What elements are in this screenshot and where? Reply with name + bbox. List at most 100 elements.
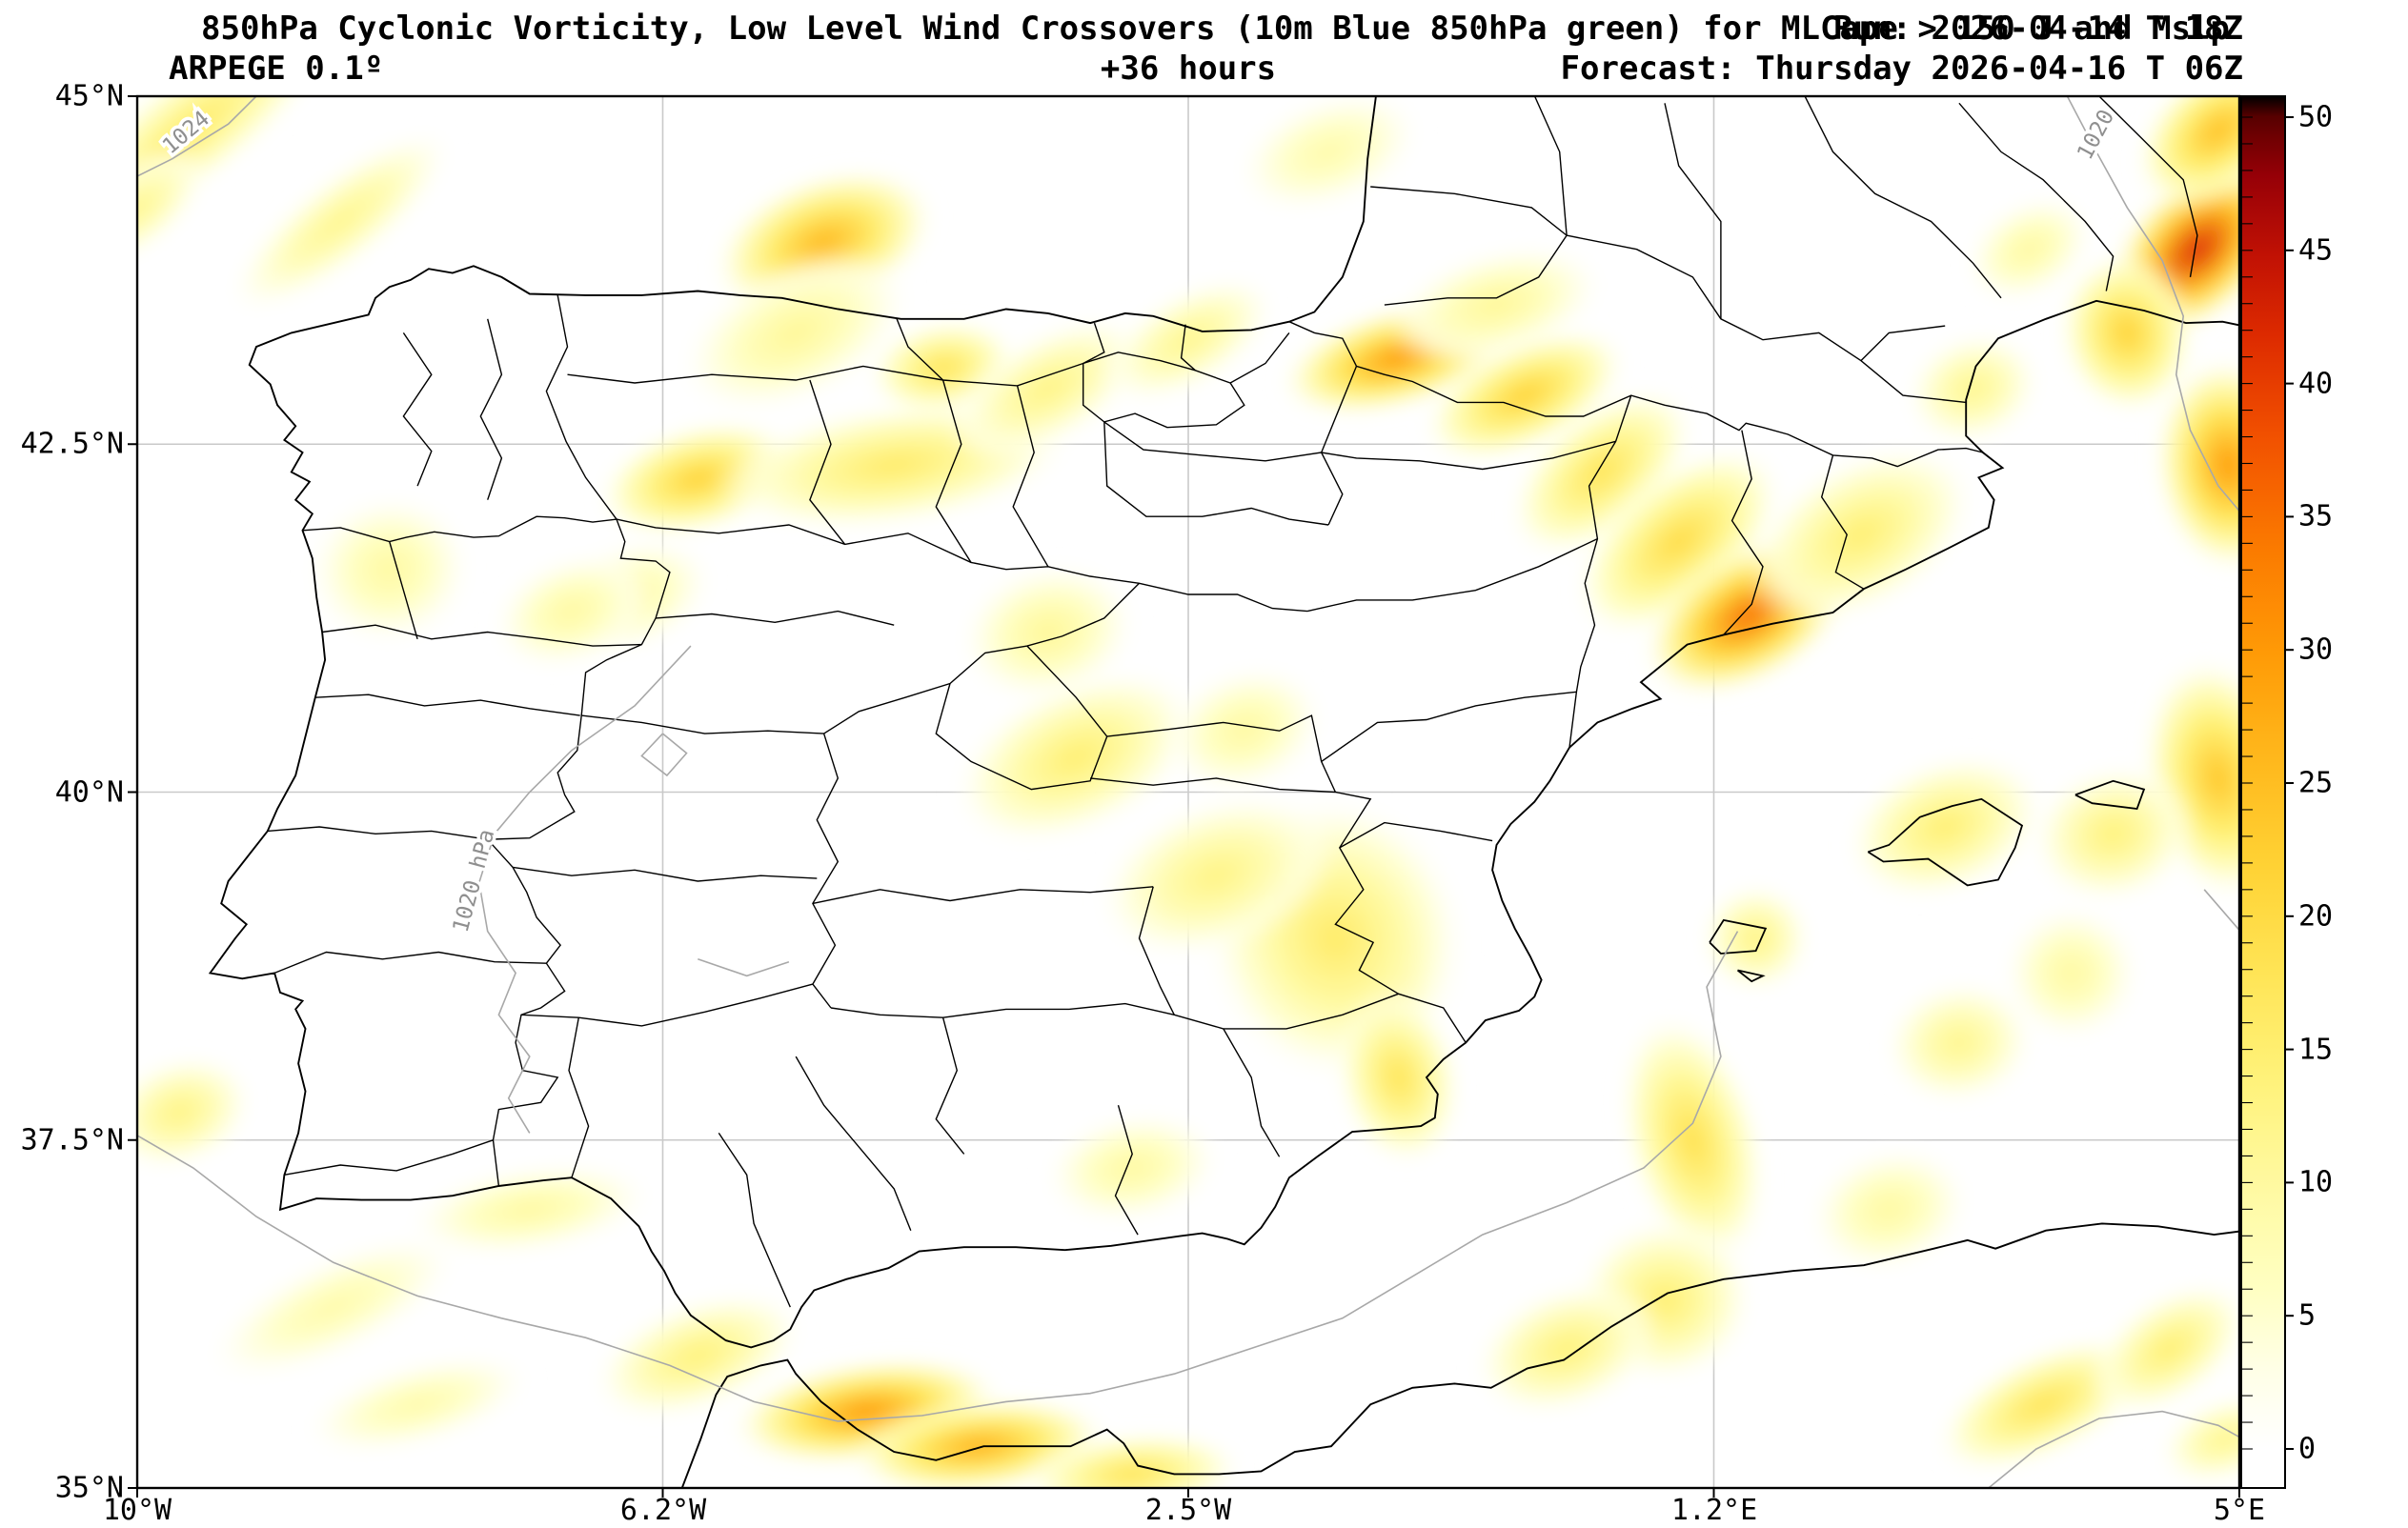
- colorbar-tick-label: 15: [2298, 1033, 2334, 1067]
- vorticity-blob: [2157, 1393, 2239, 1486]
- vorticity-blob: [404, 1161, 656, 1257]
- model-label: ARPEGE 0.1º: [169, 50, 384, 88]
- vorticity-blob: [1904, 331, 2042, 447]
- vorticity-blob: [226, 128, 455, 315]
- admin-border: [1103, 421, 1329, 526]
- vorticity-blob: [590, 1291, 805, 1421]
- vorticity-blob: [204, 1233, 462, 1381]
- admin-border: [1103, 366, 1358, 462]
- vorticity-blob: [301, 1354, 534, 1456]
- island-coastline: [2074, 779, 2146, 810]
- colorbar-tick-label: 40: [2298, 367, 2334, 401]
- admin-border: [389, 541, 418, 639]
- admin-border: [656, 610, 895, 626]
- vorticity-blob: [305, 493, 474, 647]
- colorbar-tick-label: 0: [2298, 1432, 2317, 1466]
- vorticity-blob: [137, 146, 209, 270]
- admin-border: [2098, 96, 2198, 278]
- admin-border: [1723, 430, 1764, 635]
- mslp-contour-label: 1020: [2073, 106, 2119, 164]
- vorticity-blob: [1020, 1431, 1244, 1488]
- admin-border: [1370, 186, 1568, 306]
- vorticity-blob: [678, 250, 915, 416]
- admin-border: [568, 1017, 590, 1178]
- admin-border: [1820, 454, 1865, 590]
- vorticity-blob: [1507, 385, 1697, 559]
- vorticity-blob: [2150, 353, 2239, 576]
- admin-border: [1012, 385, 1049, 568]
- colorbar-gradient: [2240, 95, 2286, 1489]
- run-label: Run: 2026-04-14 T 18Z: [1833, 10, 2243, 48]
- vorticity-blob: [1234, 96, 1423, 214]
- admin-border: [581, 582, 1140, 734]
- admin-border: [1083, 322, 1105, 365]
- vorticity-blob: [1420, 326, 1629, 465]
- island-coastline: [1736, 969, 1766, 983]
- admin-border: [302, 515, 671, 1187]
- admin-border: [1223, 993, 1467, 1043]
- x-tick-label: 6.2°W: [619, 1494, 707, 1527]
- admin-border: [1533, 96, 1568, 236]
- mslp-contour: [640, 733, 688, 777]
- vorticity-blob: [2088, 1280, 2239, 1417]
- mslp-contour: [1987, 1410, 2239, 1488]
- colorbar-tick-label: 45: [2298, 233, 2334, 268]
- chart-title: 850hPa Cyclonic Vorticity, Low Level Win…: [201, 10, 2230, 48]
- admin-border: [267, 826, 488, 840]
- admin-border: [1321, 440, 1616, 471]
- admin-border: [1288, 321, 1984, 468]
- vorticity-blob: [1963, 194, 2094, 305]
- colorbar-tick-label: 10: [2298, 1165, 2334, 1199]
- vorticity-blob: [1882, 979, 2036, 1106]
- y-tick-label: 40°N: [54, 775, 124, 810]
- y-tick-label: 45°N: [54, 79, 124, 113]
- vorticity-blob: [1471, 1280, 1662, 1417]
- lead-time-label: +36 hours: [1100, 50, 1277, 88]
- admin-border: [1223, 1028, 1281, 1157]
- y-tick-label: 42.5°N: [20, 427, 124, 461]
- vorticity-blob: [1745, 443, 1977, 627]
- admin-border: [1090, 777, 1399, 995]
- vorticity-blob: [1100, 274, 1277, 405]
- admin-border: [273, 951, 547, 975]
- vorticity-blob: [1042, 1111, 1223, 1225]
- admin-border: [1804, 96, 2002, 299]
- vorticity-blob: [490, 551, 654, 672]
- island-coastline: [1867, 797, 2024, 887]
- x-tick-label: 2.5°W: [1144, 1494, 1232, 1527]
- mslp-contour-label: 1020 hPa: [449, 827, 500, 935]
- admin-border: [322, 624, 642, 647]
- admin-border: [1664, 103, 1722, 319]
- colorbar: [2240, 95, 2294, 1489]
- vorticity-blob: [137, 96, 341, 248]
- vorticity-field: [137, 96, 2239, 1488]
- admin-border: [1321, 691, 1577, 762]
- axis-ticks: [128, 95, 2240, 1498]
- colorbar-tick-label: 50: [2298, 100, 2334, 134]
- admin-border: [935, 1017, 965, 1155]
- colorbar-tick-label: 25: [2298, 766, 2334, 800]
- island-coastline: [1709, 918, 1768, 955]
- y-tick-label: 35°N: [54, 1471, 124, 1505]
- admin-border: [1180, 324, 1196, 372]
- admin-border: [1083, 363, 1245, 429]
- admin-border: [935, 379, 972, 563]
- vorticity-blob: [958, 560, 1139, 704]
- admin-border: [812, 733, 840, 1009]
- admin-border: [1306, 537, 1598, 613]
- mslp-contour: [137, 96, 258, 177]
- vorticity-blob: [137, 1054, 254, 1171]
- admin-border: [1321, 452, 1344, 526]
- africa-coastline: [680, 1222, 2239, 1488]
- colorbar-tick-label: 20: [2298, 899, 2334, 934]
- x-tick-label: 5°E: [2213, 1494, 2266, 1527]
- admin-border: [1138, 886, 1175, 1015]
- mslp-contour: [137, 931, 1739, 1422]
- admin-border: [284, 1139, 494, 1176]
- admin-border: [830, 1002, 1224, 1030]
- admin-border: [718, 1133, 791, 1308]
- admin-border: [616, 518, 1308, 613]
- vorticity-blob: [2030, 763, 2196, 905]
- vorticity-blob: [2001, 903, 2141, 1043]
- x-tick-label: 1.2°E: [1670, 1494, 1758, 1527]
